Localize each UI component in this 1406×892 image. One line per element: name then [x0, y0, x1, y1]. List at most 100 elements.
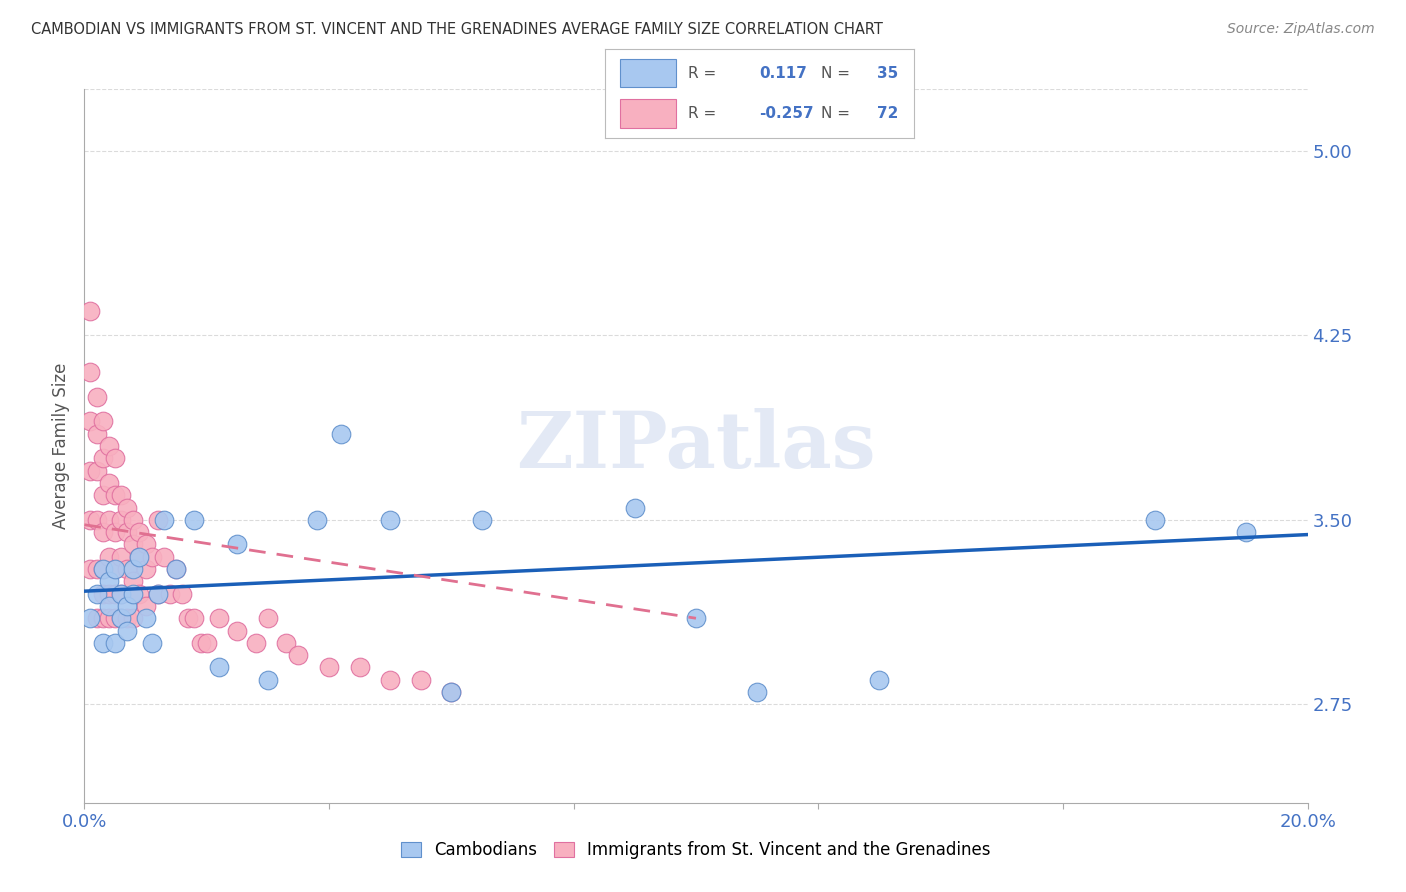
Point [104, 562, 127, 576]
Point [380, 673, 402, 687]
Point [110, 611, 132, 625]
Text: 35: 35 [877, 66, 898, 80]
Point [97, 475, 120, 490]
Point [91, 587, 114, 601]
Point [276, 636, 298, 650]
Point [349, 660, 371, 674]
Point [245, 636, 267, 650]
Point [104, 525, 127, 540]
Point [440, 685, 463, 699]
Point [104, 451, 127, 466]
Point [97, 611, 120, 625]
Point [172, 587, 194, 601]
Point [91, 525, 114, 540]
Point [86, 426, 108, 441]
Bar [620, 99, 676, 128]
Point [110, 488, 132, 502]
Point [159, 587, 181, 601]
Point [146, 587, 169, 601]
Point [110, 587, 132, 601]
Point [97, 439, 120, 453]
Point [165, 562, 187, 576]
Point [208, 611, 231, 625]
Point [869, 673, 891, 687]
Point [165, 562, 187, 576]
Point [747, 685, 769, 699]
Text: R =: R = [688, 66, 716, 80]
Point [115, 562, 138, 576]
Point [135, 611, 157, 625]
Text: -0.257: -0.257 [759, 106, 814, 120]
Point [86, 513, 108, 527]
Point [141, 549, 163, 564]
Point [104, 488, 127, 502]
Point [91, 562, 114, 576]
Point [624, 500, 647, 515]
Point [91, 488, 114, 502]
Point [79, 365, 101, 379]
Point [104, 562, 127, 576]
Point [183, 513, 205, 527]
Point [79, 562, 101, 576]
Point [153, 513, 176, 527]
Point [380, 513, 402, 527]
Point [122, 513, 145, 527]
Point [257, 673, 280, 687]
Y-axis label: Average Family Size: Average Family Size [52, 363, 70, 529]
Point [128, 549, 150, 564]
Point [79, 414, 101, 428]
Text: N =: N = [821, 106, 851, 120]
Text: 72: 72 [877, 106, 898, 120]
Point [86, 611, 108, 625]
Point [115, 525, 138, 540]
Point [79, 303, 101, 318]
Point [104, 611, 127, 625]
Point [86, 562, 108, 576]
Point [177, 611, 200, 625]
Point [115, 624, 138, 638]
Legend: Cambodians, Immigrants from St. Vincent and the Grenadines: Cambodians, Immigrants from St. Vincent … [395, 835, 997, 866]
Point [91, 414, 114, 428]
Point [190, 636, 212, 650]
Point [1143, 513, 1166, 527]
Point [86, 390, 108, 404]
Point [110, 549, 132, 564]
Text: R =: R = [688, 106, 716, 120]
Point [104, 587, 127, 601]
Point [79, 464, 101, 478]
Text: CAMBODIAN VS IMMIGRANTS FROM ST. VINCENT AND THE GRENADINES AVERAGE FAMILY SIZE : CAMBODIAN VS IMMIGRANTS FROM ST. VINCENT… [31, 22, 883, 37]
Point [153, 549, 176, 564]
Point [97, 574, 120, 589]
Point [440, 685, 463, 699]
Point [208, 660, 231, 674]
Point [685, 611, 707, 625]
Point [86, 464, 108, 478]
Point [122, 587, 145, 601]
Point [115, 500, 138, 515]
Point [226, 537, 249, 551]
Point [135, 562, 157, 576]
Point [91, 611, 114, 625]
Text: 0.117: 0.117 [759, 66, 807, 80]
Point [91, 636, 114, 650]
Bar [620, 59, 676, 87]
Point [91, 451, 114, 466]
Point [471, 513, 494, 527]
Point [1236, 525, 1258, 540]
Point [91, 562, 114, 576]
Point [97, 549, 120, 564]
Point [128, 525, 150, 540]
Point [97, 599, 120, 613]
Text: ZIPatlas: ZIPatlas [516, 408, 876, 484]
Point [97, 587, 120, 601]
Text: Source: ZipAtlas.com: Source: ZipAtlas.com [1227, 22, 1375, 37]
Point [128, 549, 150, 564]
Point [146, 513, 169, 527]
Point [122, 611, 145, 625]
Point [122, 537, 145, 551]
Point [128, 587, 150, 601]
Point [146, 587, 169, 601]
Point [86, 587, 108, 601]
Point [135, 537, 157, 551]
Point [226, 624, 249, 638]
